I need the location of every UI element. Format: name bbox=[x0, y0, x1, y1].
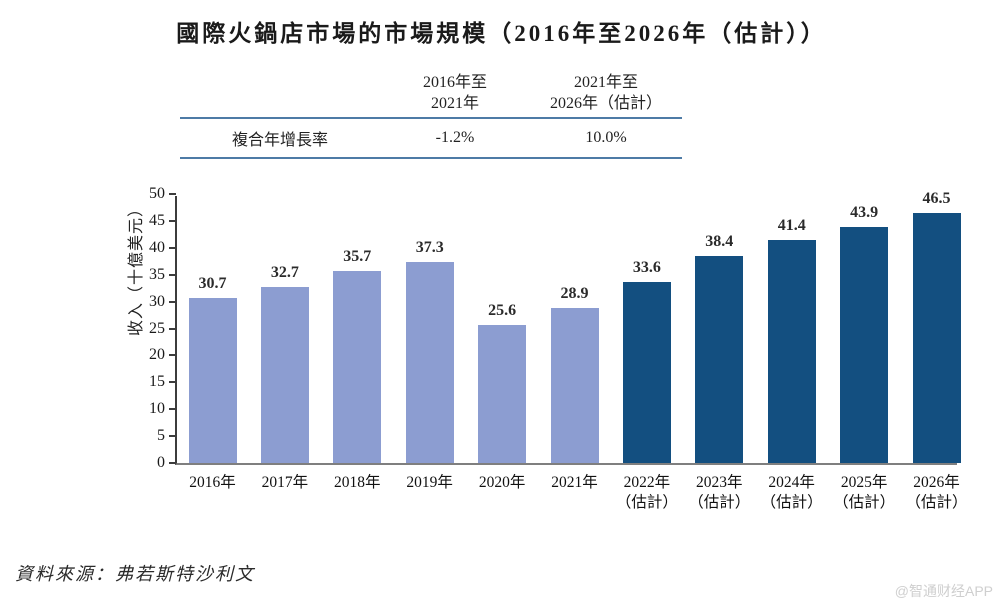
bar-2024年 bbox=[767, 240, 816, 463]
y-axis-label-45: 45 bbox=[149, 211, 165, 229]
y-axis-tick-30 bbox=[169, 300, 176, 303]
bar-value-2025年: 43.9 bbox=[850, 203, 879, 221]
bar-2019年 bbox=[405, 262, 454, 463]
cagr-value-2021-2026: 10.0% bbox=[585, 129, 627, 146]
x-axis-label-2025年: 2025年 （估計） bbox=[833, 474, 896, 511]
cagr-value-2016-2021: -1.2% bbox=[435, 129, 475, 146]
watermark: @智通财经APP bbox=[894, 583, 993, 599]
bar-value-2023年: 38.4 bbox=[705, 233, 734, 251]
y-axis-label-30: 30 bbox=[149, 292, 165, 310]
x-axis-label-2020年: 2020年 bbox=[478, 474, 526, 491]
cagr-header-period-2-line1: 2021年至 bbox=[573, 74, 638, 91]
y-axis-tick-5 bbox=[169, 435, 176, 438]
y-axis-tick-50 bbox=[169, 193, 176, 195]
chart-title: 國際火鍋店市場的市場規模（2016年至2026年（估計）） bbox=[176, 21, 827, 46]
cagr-table-header: 2016年至 2021年 2021年至 2026年（估計） bbox=[180, 72, 682, 117]
y-axis-tick-20 bbox=[169, 354, 176, 357]
y-axis-label-40: 40 bbox=[149, 238, 165, 256]
x-axis-label-2023年: 2023年 （估計） bbox=[688, 474, 751, 511]
cagr-table: 2016年至 2021年 2021年至 2026年（估計） 複合年增長率 -1.… bbox=[180, 72, 682, 159]
bar-value-2016年: 30.7 bbox=[198, 274, 227, 292]
cagr-table-bottom-rule bbox=[180, 157, 682, 159]
y-axis-label-20: 20 bbox=[149, 346, 165, 364]
bar-chart-plot-area: 0 5 10 15 20 25 30 35 40 45 50 30.7 2016年 32.7 2017年 35… bbox=[149, 186, 968, 512]
y-axis-tick-10 bbox=[169, 408, 176, 411]
y-axis-label-35: 35 bbox=[149, 265, 165, 283]
cagr-table-row: 複合年增長率 -1.2% 10.0% bbox=[180, 117, 682, 157]
bar-value-2026年: 46.5 bbox=[922, 189, 951, 207]
bar-2022年 bbox=[622, 282, 671, 463]
y-axis-label-5: 5 bbox=[157, 427, 165, 445]
x-axis-label-2018年: 2018年 bbox=[334, 474, 381, 491]
x-axis-label-2016年: 2016年 bbox=[189, 474, 236, 491]
cagr-header-period-1: 2016年至 2021年 bbox=[380, 72, 530, 117]
y-axis-tick-45 bbox=[169, 219, 176, 222]
bar-value-2018年: 35.7 bbox=[343, 247, 372, 265]
x-axis-label-2022年: 2022年 （估計） bbox=[615, 474, 678, 511]
bar-2020年 bbox=[478, 325, 527, 463]
y-axis-label-0: 0 bbox=[157, 454, 165, 471]
x-axis-label-2024年: 2024年 （估計） bbox=[760, 474, 823, 511]
bar-2018年 bbox=[333, 270, 382, 463]
bar-value-2020年: 25.6 bbox=[488, 302, 517, 320]
bar-value-2017年: 32.7 bbox=[270, 264, 299, 282]
cagr-header-period-1-line2: 2021年 bbox=[430, 95, 479, 112]
y-axis-label-50: 50 bbox=[149, 185, 165, 202]
bar-2023年 bbox=[695, 256, 744, 463]
x-axis-label-2019年: 2019年 bbox=[406, 474, 453, 491]
source-note: 資料來源：弗若斯特沙利文 bbox=[15, 564, 255, 584]
bar-2026年 bbox=[912, 212, 961, 463]
y-axis-label-10: 10 bbox=[149, 400, 165, 418]
bar-2016年 bbox=[188, 297, 237, 463]
bar-2017年 bbox=[260, 287, 309, 463]
y-axis-tick-40 bbox=[169, 246, 176, 249]
cagr-header-period-2-line2: 2026年（估計） bbox=[549, 95, 662, 112]
bar-value-2022年: 33.6 bbox=[632, 259, 661, 277]
y-axis-label-15: 15 bbox=[149, 373, 165, 391]
cagr-row-label: 複合年增長率 bbox=[231, 132, 328, 149]
y-axis-tick-15 bbox=[169, 381, 176, 384]
x-axis-label-2026年: 2026年 （估計） bbox=[905, 474, 968, 511]
x-axis-label-2017年: 2017年 bbox=[261, 474, 309, 491]
y-axis-tick-25 bbox=[169, 327, 176, 330]
x-axis-label-2021年: 2021年 bbox=[551, 474, 598, 491]
bar-value-2021年: 28.9 bbox=[560, 284, 589, 302]
bar-value-2024年: 41.4 bbox=[777, 217, 806, 235]
y-axis-tick-35 bbox=[169, 273, 176, 276]
bar-2025年 bbox=[840, 226, 889, 463]
cagr-header-period-2: 2021年至 2026年（估計） bbox=[530, 72, 682, 117]
cagr-header-period-1-line1: 2016年至 bbox=[422, 74, 487, 91]
y-axis-label-25: 25 bbox=[149, 319, 165, 337]
y-axis-tick-0 bbox=[169, 462, 176, 464]
bar-value-2019年: 37.3 bbox=[415, 239, 444, 257]
bar-2021年 bbox=[550, 307, 599, 463]
